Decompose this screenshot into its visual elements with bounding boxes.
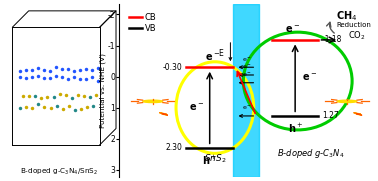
- Text: h$^+$: h$^+$: [202, 153, 217, 167]
- Text: 1.27: 1.27: [322, 111, 339, 120]
- Text: 2.30: 2.30: [166, 143, 183, 152]
- Text: Reduction: Reduction: [336, 22, 371, 28]
- Text: e$^-$: e$^-$: [242, 63, 252, 71]
- Text: CH$_4$: CH$_4$: [336, 9, 358, 23]
- Text: CO$_2$: CO$_2$: [349, 30, 366, 43]
- Text: e$^-$: e$^-$: [302, 72, 317, 83]
- Text: e$^-$: e$^-$: [205, 52, 220, 63]
- Text: E: E: [218, 49, 223, 58]
- Text: -1.18: -1.18: [322, 35, 342, 44]
- Text: -0.30: -0.30: [163, 63, 183, 72]
- Text: e$^-$: e$^-$: [242, 56, 252, 64]
- Bar: [233, 4, 259, 177]
- Text: B-doped g-C$_3$N$_4$/SnS$_2$: B-doped g-C$_3$N$_4$/SnS$_2$: [20, 167, 98, 177]
- Y-axis label: Potential vs. NHE (V): Potential vs. NHE (V): [99, 53, 106, 128]
- Text: B-doped g-C$_3$N$_4$: B-doped g-C$_3$N$_4$: [277, 147, 344, 160]
- Text: e$^-$: e$^-$: [285, 24, 300, 35]
- Text: SnS$_2$: SnS$_2$: [204, 152, 226, 165]
- Circle shape: [337, 100, 357, 103]
- Legend: CB, VB: CB, VB: [126, 10, 160, 36]
- Text: e$^-$: e$^-$: [242, 104, 252, 112]
- Circle shape: [143, 100, 163, 103]
- Text: e$^-$: e$^-$: [242, 71, 252, 79]
- Polygon shape: [354, 113, 362, 115]
- FancyArrowPatch shape: [327, 22, 334, 33]
- Polygon shape: [160, 113, 167, 115]
- Text: e$^-$: e$^-$: [189, 102, 204, 113]
- Text: h$^+$: h$^+$: [288, 121, 303, 135]
